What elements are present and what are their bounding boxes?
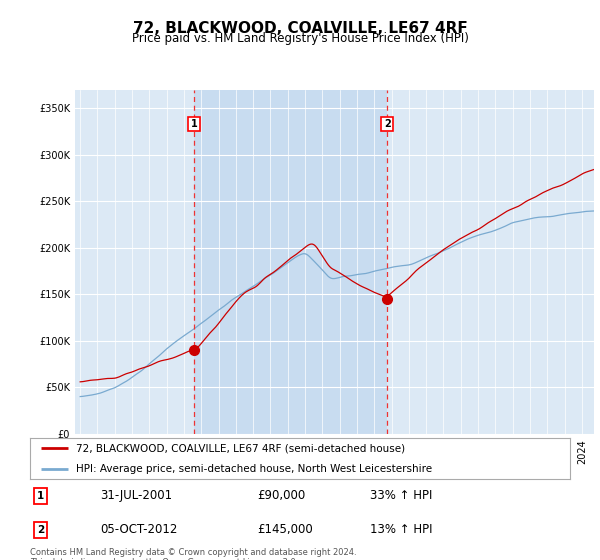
Text: HPI: Average price, semi-detached house, North West Leicestershire: HPI: Average price, semi-detached house,… (76, 464, 432, 474)
Text: 72, BLACKWOOD, COALVILLE, LE67 4RF: 72, BLACKWOOD, COALVILLE, LE67 4RF (133, 21, 467, 36)
Text: 72, BLACKWOOD, COALVILLE, LE67 4RF (semi-detached house): 72, BLACKWOOD, COALVILLE, LE67 4RF (semi… (76, 443, 405, 453)
Text: 05-OCT-2012: 05-OCT-2012 (100, 524, 178, 536)
Text: 13% ↑ HPI: 13% ↑ HPI (370, 524, 433, 536)
Text: 1: 1 (191, 119, 197, 129)
Text: 31-JUL-2001: 31-JUL-2001 (100, 489, 172, 502)
Bar (194, 90, 387, 434)
Text: 1: 1 (37, 491, 44, 501)
Text: 33% ↑ HPI: 33% ↑ HPI (370, 489, 433, 502)
Text: Contains HM Land Registry data © Crown copyright and database right 2024.
This d: Contains HM Land Registry data © Crown c… (30, 548, 356, 560)
Text: 2: 2 (384, 119, 391, 129)
Text: Price paid vs. HM Land Registry's House Price Index (HPI): Price paid vs. HM Land Registry's House … (131, 32, 469, 45)
Text: £145,000: £145,000 (257, 524, 313, 536)
Text: £90,000: £90,000 (257, 489, 305, 502)
Text: 2: 2 (37, 525, 44, 535)
